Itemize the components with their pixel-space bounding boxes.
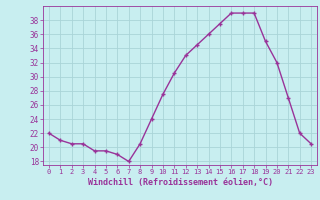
X-axis label: Windchill (Refroidissement éolien,°C): Windchill (Refroidissement éolien,°C) — [87, 178, 273, 187]
